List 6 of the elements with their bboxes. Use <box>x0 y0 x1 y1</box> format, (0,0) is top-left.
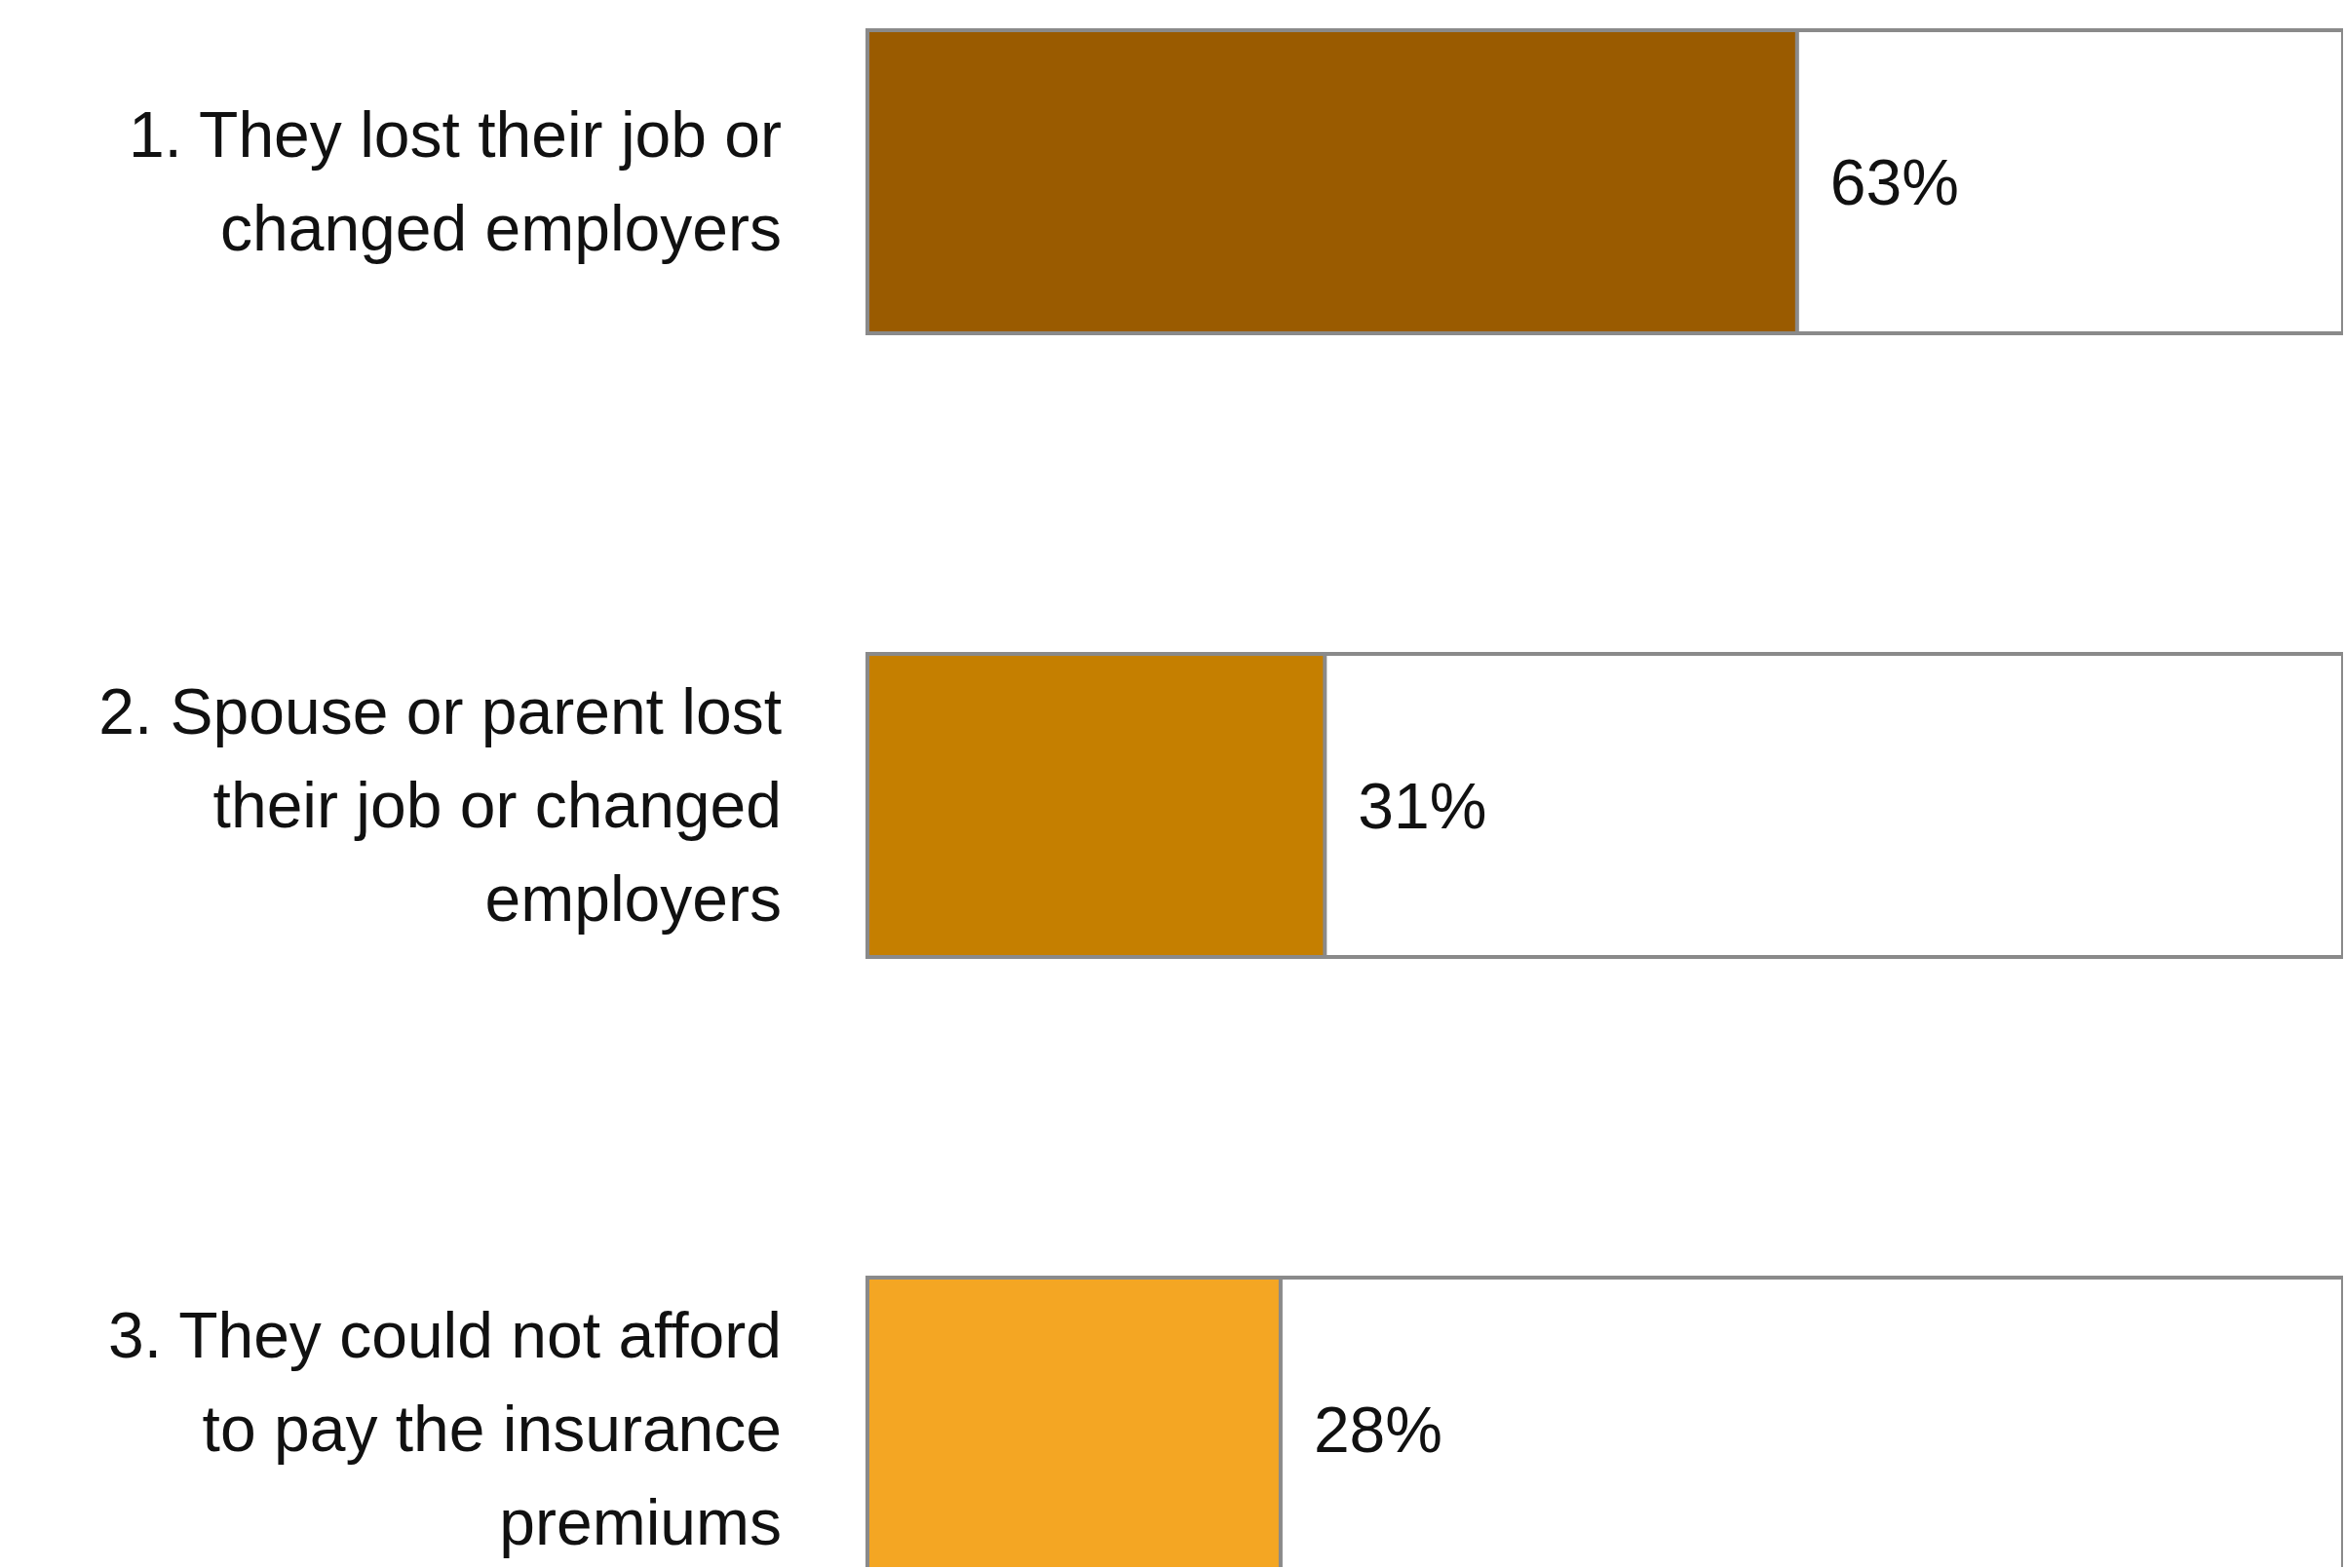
data-label: 28% <box>1313 1393 1443 1466</box>
data-label: 63% <box>1829 145 1959 218</box>
y-tick-label: 2. Spouse or parent lost their job or changed employers <box>98 675 782 935</box>
y-tick-label: 1. They lost their job or changed employers <box>128 98 782 264</box>
data-label: 31% <box>1358 769 1487 842</box>
y-tick-label: 3. They could not afford to pay the insurance premiums <box>107 1299 782 1558</box>
